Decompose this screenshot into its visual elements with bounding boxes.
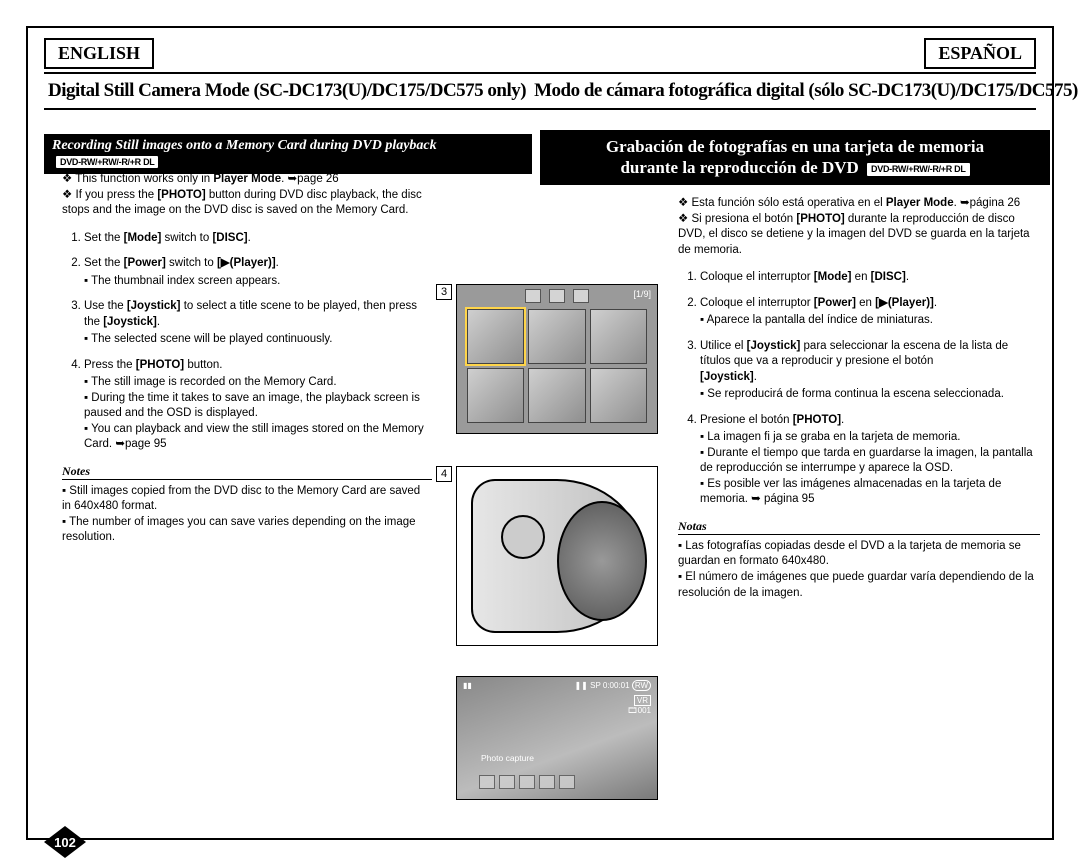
thumbnail (467, 368, 524, 423)
step-item: Utilice el [Joystick] para seleccionar l… (700, 339, 1040, 403)
step-item: Coloque el interruptor [Power] en [▶(Pla… (700, 296, 1040, 329)
note-item: Still images copied from the DVD disc to… (62, 484, 432, 515)
figure-number-4: 4 (436, 466, 452, 482)
page-number: 102 (44, 826, 86, 858)
intro-bullet: If you press the [PHOTO] button during D… (62, 188, 432, 219)
nav-icon (519, 775, 535, 789)
right-steps: Coloque el interruptor [Mode] en [DISC].… (678, 270, 1040, 508)
sp-label: SP (590, 681, 601, 690)
step-sub: The selected scene will be played contin… (84, 332, 432, 348)
notes-header-right: Notas (678, 518, 1040, 535)
left-intro-list: This function works only in Player Mode.… (62, 172, 432, 219)
rw-label: RW (632, 680, 651, 691)
right-notes: Las fotografías copiadas desde el DVD a … (678, 539, 1040, 601)
osd-bottom-icons (479, 775, 575, 789)
index-label: 001 (638, 706, 651, 715)
photo-button-illustration (501, 515, 545, 559)
section-right-line1: Grabación de fotografías en una tarjeta … (606, 137, 984, 156)
camera-lens-shape (557, 501, 647, 621)
page-number-badge: 102 (44, 826, 86, 858)
clip-icon: 🎞 (627, 706, 637, 715)
thumbnail (467, 309, 524, 364)
note-item: The number of images you can save varies… (62, 515, 432, 546)
figure-thumbnail-screen: [1/9] (456, 284, 658, 434)
figure-capture-osd: ▮▮ ❚❚ SP 0:00:01 RW VR 🎞001 Photo captur… (456, 676, 658, 800)
osd-top-row: ▮▮ ❚❚ SP 0:00:01 RW (463, 681, 651, 690)
intro-bullet: Si presiona el botón [PHOTO] durante la … (678, 212, 1040, 259)
thumbnail (528, 309, 585, 364)
notes-header-left: Notes (62, 463, 432, 480)
step-sub: La imagen fi ja se graba en la tarjeta d… (700, 430, 1040, 446)
section-right-line2: durante la reproducción de DVD (620, 158, 858, 177)
tab-icon (549, 289, 565, 303)
section-heading-left: Recording Still images onto a Memory Car… (44, 134, 532, 174)
title-row: Digital Still Camera Mode (SC-DC173(U)/D… (44, 72, 1036, 110)
camera-body-shape (471, 479, 643, 633)
step-sub: Aparece la pantalla del índice de miniat… (700, 313, 1040, 329)
pause-icon: ❚❚ (574, 681, 587, 690)
intro-bullet: Esta función sólo está operativa en el P… (678, 196, 1040, 212)
section-heading-right: Grabación de fotografías en una tarjeta … (540, 130, 1050, 185)
media-badge-right: DVD-RW/+RW/-R/+R DL (867, 163, 969, 176)
photo-capture-label: Photo capture (481, 753, 534, 763)
step-sub: The still image is recorded on the Memor… (84, 375, 432, 391)
note-item: El número de imágenes que puede guardar … (678, 570, 1040, 601)
tab-icon (573, 289, 589, 303)
title-right: Modo de cámara fotográfica digital (sólo… (530, 74, 1080, 108)
thumb-count: [1/9] (633, 289, 651, 299)
media-badge-left: DVD-RW/+RW/-R/+R DL (56, 156, 158, 168)
left-column: This function works only in Player Mode.… (62, 172, 432, 546)
lang-label-english: ENGLISH (44, 38, 154, 69)
thumbnail (590, 309, 647, 364)
nav-icon (559, 775, 575, 789)
time-label: 0:00:01 (603, 681, 630, 690)
figure-number-3: 3 (436, 284, 452, 300)
step-item: Press the [PHOTO] button.The still image… (84, 358, 432, 453)
thumbnail (590, 368, 647, 423)
step-item: Coloque el interruptor [Mode] en [DISC]. (700, 270, 1040, 286)
step-sub: During the time it takes to save an imag… (84, 391, 432, 422)
section-left-text: Recording Still images onto a Memory Car… (52, 138, 437, 153)
step-sub: Durante el tiempo que tarda en guardarse… (700, 446, 1040, 477)
tab-icon (525, 289, 541, 303)
lang-label-spanish: ESPAÑOL (924, 38, 1036, 69)
step-item: Use the [Joystick] to select a title sce… (84, 299, 432, 348)
right-intro-list: Esta función sólo está operativa en el P… (678, 196, 1040, 258)
step-sub: The thumbnail index screen appears. (84, 274, 432, 290)
step-sub: You can playback and view the still imag… (84, 422, 432, 453)
right-column: Esta función sólo está operativa en el P… (678, 196, 1040, 601)
step-sub: Se reproducirá de forma continua la esce… (700, 387, 1040, 403)
thumbnail (528, 368, 585, 423)
figure-camera (456, 466, 658, 646)
thumb-top-icons (457, 289, 657, 307)
battery-icon: ▮▮ (463, 681, 472, 690)
title-left: Digital Still Camera Mode (SC-DC173(U)/D… (44, 74, 530, 108)
step-item: Presione el botón [PHOTO].La imagen fi j… (700, 413, 1040, 508)
step-item: Set the [Mode] switch to [DISC]. (84, 231, 432, 247)
intro-bullet: This function works only in Player Mode.… (62, 172, 432, 188)
left-notes: Still images copied from the DVD disc to… (62, 484, 432, 546)
nav-icon (539, 775, 555, 789)
nav-icon (479, 775, 495, 789)
nav-icon (499, 775, 515, 789)
step-item: Set the [Power] switch to [▶(Player)].Th… (84, 256, 432, 289)
note-item: Las fotografías copiadas desde el DVD a … (678, 539, 1040, 570)
thumbnail-grid (467, 309, 647, 423)
step-sub: Es posible ver las imágenes almacenadas … (700, 477, 1040, 508)
left-steps: Set the [Mode] switch to [DISC]. Set the … (62, 231, 432, 453)
vr-label: VR (634, 695, 651, 706)
